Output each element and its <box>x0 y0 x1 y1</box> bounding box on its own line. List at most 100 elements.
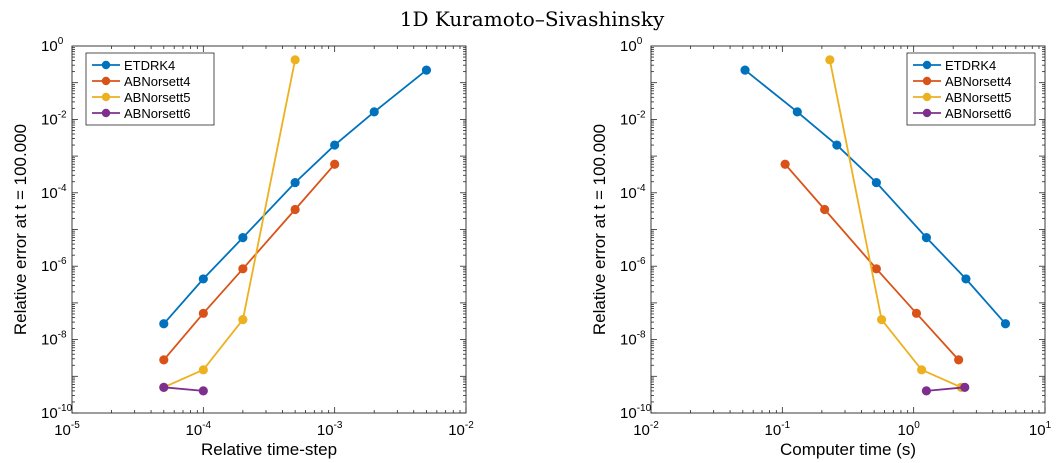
legend-marker <box>922 92 932 102</box>
y-tick-label: 10-6 <box>620 256 646 275</box>
legend-label: ETDRK4 <box>945 58 996 73</box>
legend-marker <box>922 60 932 70</box>
data-point <box>290 204 300 215</box>
data-point <box>198 386 208 396</box>
x-tick-label: 10-2 <box>448 420 474 439</box>
x-tick-label: 10-4 <box>186 420 212 439</box>
data-point <box>917 365 927 375</box>
series-abnorsett4 <box>780 159 964 365</box>
series-line <box>163 386 204 392</box>
series-line <box>828 59 962 389</box>
data-point <box>871 264 881 274</box>
x-tick-label: 10-3 <box>317 420 343 439</box>
x-tick-label: 100 <box>898 420 921 439</box>
y-tick-label: 100 <box>620 36 643 55</box>
right-plot: 10-2 10-1 100 10110-1010-810-610-410-2100Co… <box>590 36 1052 459</box>
data-point <box>954 355 964 365</box>
data-point <box>290 177 300 188</box>
series-abnorsett6 <box>921 382 970 396</box>
legend-item: ABNorsett4 <box>913 74 1011 89</box>
y-tick-label: 10-10 <box>620 403 652 422</box>
data-point <box>820 204 830 215</box>
axis-ticks <box>71 46 467 414</box>
data-point <box>330 140 340 150</box>
left-plot: 10-5 10-4 10-3 10-2 10-10 10-8 10-6 10-4 10-2 100… <box>11 36 474 459</box>
legend-item: ABNorsett4 <box>92 74 190 89</box>
data-point <box>238 315 248 325</box>
data-point <box>238 264 248 274</box>
legend-marker <box>922 108 932 118</box>
x-tick-label: 101 <box>1029 420 1052 439</box>
series-line <box>926 386 965 392</box>
data-point <box>369 107 379 117</box>
data-point <box>159 382 169 392</box>
data-point <box>1000 319 1011 329</box>
x-tick-label: 10-2 <box>633 420 659 439</box>
data-point <box>159 319 169 329</box>
legend-label: ABNorsett6 <box>945 106 1011 121</box>
data-point <box>740 65 750 75</box>
legend-item: ABNorsett5 <box>913 90 1011 105</box>
legend-label: ETDRK4 <box>124 58 175 73</box>
data-point <box>159 355 169 365</box>
legend-label: ABNorsett5 <box>124 90 190 105</box>
legend-item: ETDRK4 <box>92 58 175 73</box>
x-tick-label: 10-5 <box>54 420 80 439</box>
y-tick-label: 10-4 <box>620 183 646 202</box>
y-tick-label: 10-2 <box>41 109 67 128</box>
figure-title: 1D Kuramoto–Sivashinsky <box>400 7 665 31</box>
y-tick-label: 10-10 <box>41 403 73 422</box>
data-point <box>198 308 208 318</box>
legend-label: ABNorsett4 <box>945 74 1011 89</box>
data-point <box>921 386 931 396</box>
y-tick-label: 10-8 <box>620 330 646 349</box>
data-point <box>961 274 971 284</box>
data-point <box>330 159 340 169</box>
data-point <box>421 65 432 75</box>
y-axis-label: Relative error at t = 100.000 <box>11 124 30 335</box>
series-line <box>163 59 296 389</box>
legend-label: ABNorsett4 <box>124 74 190 89</box>
series-etdrk4 <box>740 65 1011 329</box>
x-axis-label: Computer time (s) <box>780 440 916 459</box>
data-point <box>780 159 790 169</box>
data-point <box>911 308 922 318</box>
legend-marker <box>101 76 111 86</box>
y-tick-label: 100 <box>41 36 64 55</box>
x-tick-label: 10-1 <box>765 420 791 439</box>
data-point <box>871 177 881 188</box>
legend-label: ABNorsett6 <box>124 106 190 121</box>
y-tick-label: 10-2 <box>620 109 646 128</box>
legend-item: ABNorsett6 <box>913 106 1011 121</box>
legend-label: ABNorsett5 <box>945 90 1011 105</box>
y-axis-label: Relative error at t = 100.000 <box>590 124 609 335</box>
data-point <box>290 55 300 65</box>
data-point <box>198 274 208 284</box>
y-tick-label: 10-6 <box>41 256 67 275</box>
legend-marker <box>922 76 932 86</box>
series-abnorsett4 <box>159 159 340 365</box>
legend-item: ETDRK4 <box>913 58 996 73</box>
legend-item: ABNorsett5 <box>92 90 190 105</box>
legend-marker <box>101 108 111 118</box>
x-axis-label: Relative time-step <box>201 440 337 459</box>
legend-marker <box>101 60 111 70</box>
legend-marker <box>101 92 111 102</box>
y-tick-label: 10-8 <box>41 330 67 349</box>
data-point <box>825 55 835 65</box>
data-point <box>877 315 887 325</box>
data-point <box>960 382 970 392</box>
axes-box <box>71 45 467 414</box>
data-point <box>238 233 248 243</box>
data-point <box>792 107 802 117</box>
legend-item: ABNorsett6 <box>92 106 190 121</box>
data-point <box>832 140 842 150</box>
data-point <box>198 365 208 375</box>
data-point <box>921 233 931 243</box>
y-tick-label: 10-4 <box>41 183 67 202</box>
series-abnorsett6 <box>159 382 208 396</box>
axes-box <box>650 45 1046 414</box>
